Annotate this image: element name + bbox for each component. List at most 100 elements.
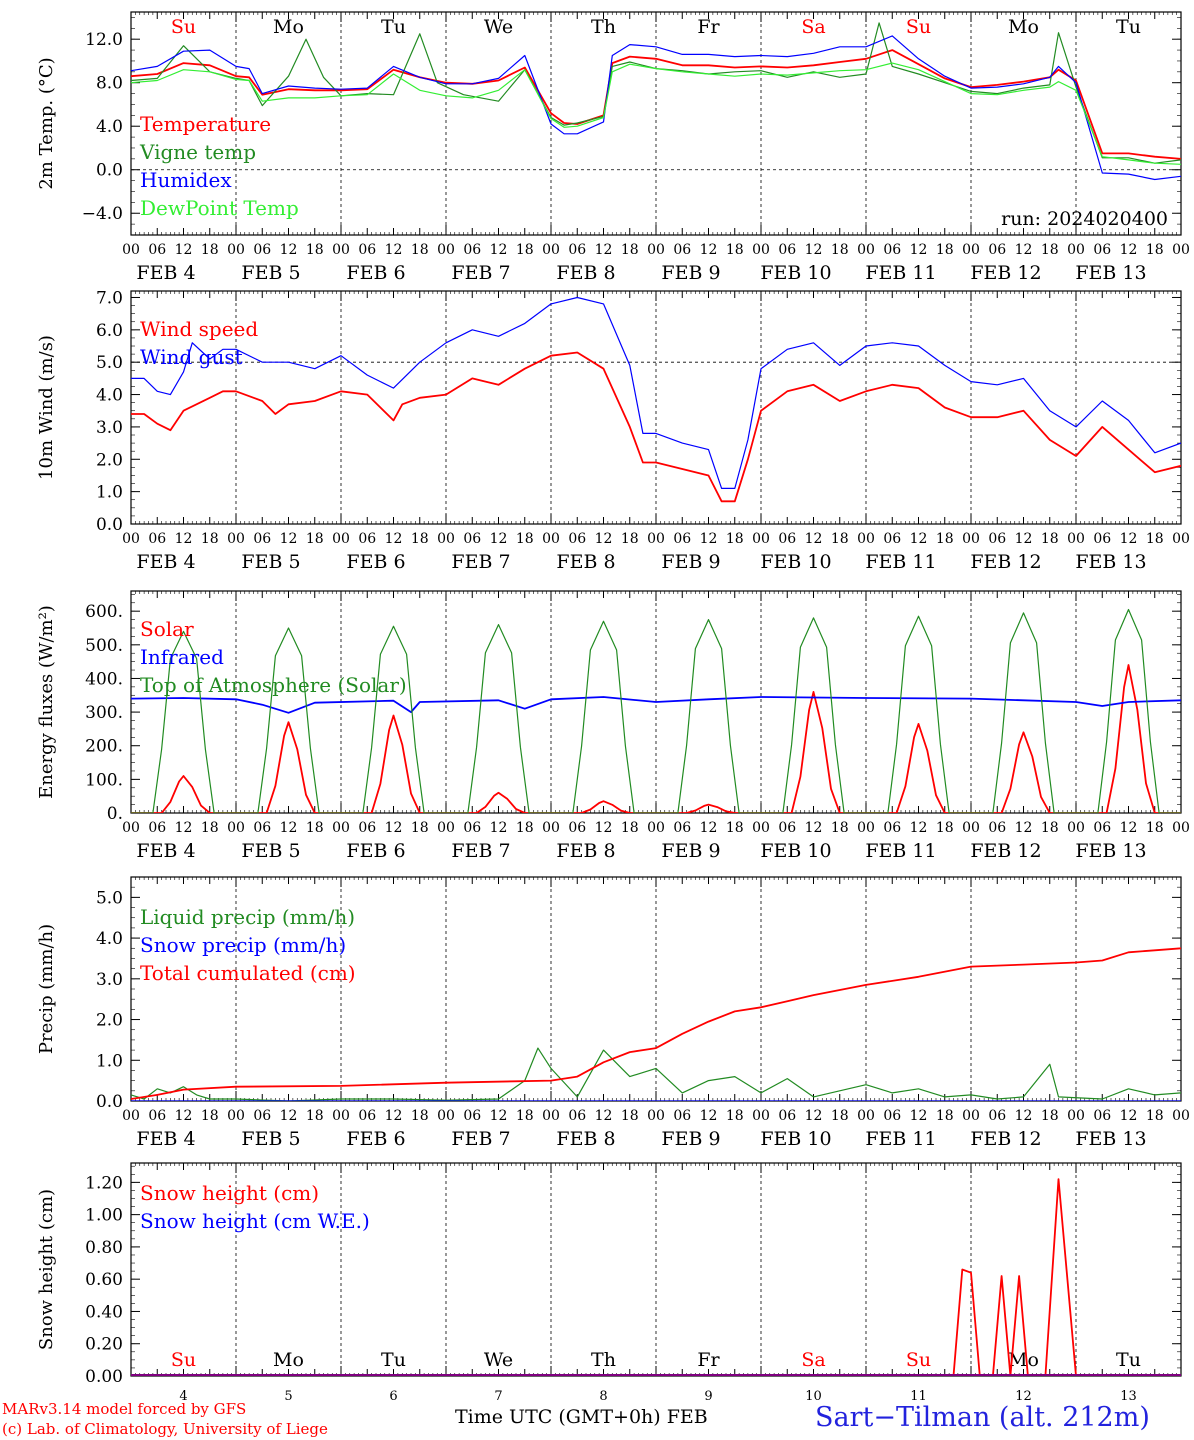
series-line-3 bbox=[131, 608, 1181, 813]
y-tick-label: 0.00 bbox=[85, 1367, 123, 1387]
hour-tick-label: 06 bbox=[568, 820, 586, 836]
series-group bbox=[131, 22, 1181, 181]
date-label: FEB 6 bbox=[346, 551, 405, 573]
hour-tick-label: 06 bbox=[148, 242, 166, 258]
hour-tick-label: 00 bbox=[227, 242, 245, 258]
y-tick-label: 4.0 bbox=[96, 117, 123, 137]
hour-tick-label: 18 bbox=[411, 820, 429, 836]
weekday-label: Su bbox=[171, 1349, 196, 1371]
y-tick-label: 6.0 bbox=[96, 321, 123, 341]
day-number-label: 8 bbox=[599, 1389, 607, 1404]
hour-tick-label: 00 bbox=[542, 1108, 560, 1124]
date-label: FEB 5 bbox=[241, 262, 300, 284]
date-label: FEB 11 bbox=[865, 1128, 936, 1150]
panel-3: 0. 100. 200. 300. 400. 500. 600. Energy fluxes … bbox=[36, 590, 1190, 862]
hour-tick-label: 06 bbox=[1093, 531, 1111, 547]
series-group bbox=[131, 608, 1181, 813]
hour-tick-label: 12 bbox=[175, 1108, 193, 1124]
hour-tick-label: 00 bbox=[122, 531, 140, 547]
hour-tick-label: 00 bbox=[752, 820, 770, 836]
credit-line-2: (c) Lab. of Climatology, University of L… bbox=[2, 1420, 328, 1438]
day-number-label: 6 bbox=[389, 1389, 397, 1404]
hour-tick-label: 06 bbox=[673, 820, 691, 836]
legend-entry: Solar bbox=[140, 617, 194, 641]
date-label: FEB 12 bbox=[970, 840, 1041, 862]
hour-tick-label: 12 bbox=[1120, 531, 1138, 547]
weekday-label: Th bbox=[591, 16, 616, 38]
hour-tick-label: 12 bbox=[280, 242, 298, 258]
hour-tick-label: 18 bbox=[621, 242, 639, 258]
hour-tick-label: 12 bbox=[595, 1108, 613, 1124]
hour-tick-label: 06 bbox=[358, 242, 376, 258]
series-group bbox=[131, 296, 1181, 503]
hour-tick-label: 00 bbox=[647, 242, 665, 258]
hour-tick-label: 06 bbox=[463, 242, 481, 258]
hour-tick-label: 18 bbox=[1041, 531, 1059, 547]
date-label: FEB 5 bbox=[241, 1128, 300, 1150]
y-tick-label: 7.0 bbox=[96, 288, 123, 308]
legend-entry: Temperature bbox=[140, 112, 271, 136]
hour-tick-label: 18 bbox=[306, 242, 324, 258]
date-label: FEB 4 bbox=[136, 1128, 195, 1150]
series-line-1 bbox=[131, 664, 1181, 813]
series-line-2 bbox=[131, 296, 1181, 489]
legend-entry: Snow height (cm) bbox=[140, 1181, 319, 1205]
hour-tick-label: 12 bbox=[1015, 242, 1033, 258]
y-tick-label: 0.0 bbox=[96, 1092, 123, 1112]
date-label: FEB 10 bbox=[760, 262, 831, 284]
weekday-label: Sa bbox=[801, 1349, 825, 1371]
hour-tick-label: 12 bbox=[1120, 1108, 1138, 1124]
hour-tick-label: 00 bbox=[857, 531, 875, 547]
weekday-label: Tu bbox=[1116, 1349, 1141, 1371]
hour-tick-label: 06 bbox=[988, 242, 1006, 258]
date-label: FEB 11 bbox=[865, 262, 936, 284]
hour-tick-label: 06 bbox=[148, 820, 166, 836]
hour-tick-label: 12 bbox=[1015, 531, 1033, 547]
hour-tick-label: 00 bbox=[1067, 820, 1085, 836]
weekday-label: Tu bbox=[381, 1349, 406, 1371]
series-line-1 bbox=[131, 49, 1181, 160]
hour-tick-label: 00 bbox=[1172, 820, 1190, 836]
series-line-1 bbox=[131, 1047, 1181, 1101]
hour-tick-label: 00 bbox=[752, 531, 770, 547]
hour-tick-label: 00 bbox=[752, 1108, 770, 1124]
hour-tick-label: 18 bbox=[726, 242, 744, 258]
y-axis-title: Precip (mm/h) bbox=[36, 924, 57, 1054]
hour-tick-label: 18 bbox=[516, 1108, 534, 1124]
date-label: FEB 9 bbox=[661, 262, 720, 284]
day-number-label: 5 bbox=[284, 1389, 292, 1404]
hour-tick-label: 00 bbox=[437, 531, 455, 547]
hour-tick-label: 12 bbox=[385, 242, 403, 258]
y-tick-label: 8.0 bbox=[96, 74, 123, 94]
weekday-label: Fr bbox=[697, 1349, 720, 1371]
date-label: FEB 8 bbox=[556, 1128, 615, 1150]
panel-5: 0.00 0.20 0.40 0.60 0.80 1.00 1.20 Snow height … bbox=[36, 1162, 1182, 1404]
hour-tick-label: 18 bbox=[411, 1108, 429, 1124]
date-label: FEB 6 bbox=[346, 1128, 405, 1150]
hour-tick-label: 06 bbox=[568, 1108, 586, 1124]
hour-tick-label: 18 bbox=[1041, 820, 1059, 836]
date-label: FEB 13 bbox=[1075, 551, 1146, 573]
weekday-label: Fr bbox=[697, 16, 720, 38]
legend-entry: Wind gust bbox=[140, 345, 243, 369]
date-label: FEB 8 bbox=[556, 840, 615, 862]
hour-tick-label: 18 bbox=[726, 820, 744, 836]
hour-tick-label: 06 bbox=[673, 242, 691, 258]
date-label: FEB 12 bbox=[970, 1128, 1041, 1150]
hour-tick-label: 12 bbox=[175, 531, 193, 547]
hour-tick-label: 00 bbox=[542, 531, 560, 547]
hour-tick-label: 00 bbox=[542, 242, 560, 258]
date-label: FEB 9 bbox=[661, 1128, 720, 1150]
hour-tick-label: 00 bbox=[857, 820, 875, 836]
date-label: FEB 10 bbox=[760, 551, 831, 573]
y-tick-label: 200. bbox=[85, 737, 123, 757]
hour-tick-label: 00 bbox=[857, 1108, 875, 1124]
y-tick-label: 2.0 bbox=[96, 450, 123, 470]
legend-entry: Total cumulated (cm) bbox=[140, 961, 356, 985]
hour-tick-label: 18 bbox=[621, 1108, 639, 1124]
hour-tick-label: 06 bbox=[1093, 820, 1111, 836]
hour-tick-label: 00 bbox=[332, 820, 350, 836]
day-number-label: 13 bbox=[1120, 1389, 1137, 1404]
date-label: FEB 12 bbox=[970, 262, 1041, 284]
legend-entry: DewPoint Temp bbox=[140, 196, 299, 220]
